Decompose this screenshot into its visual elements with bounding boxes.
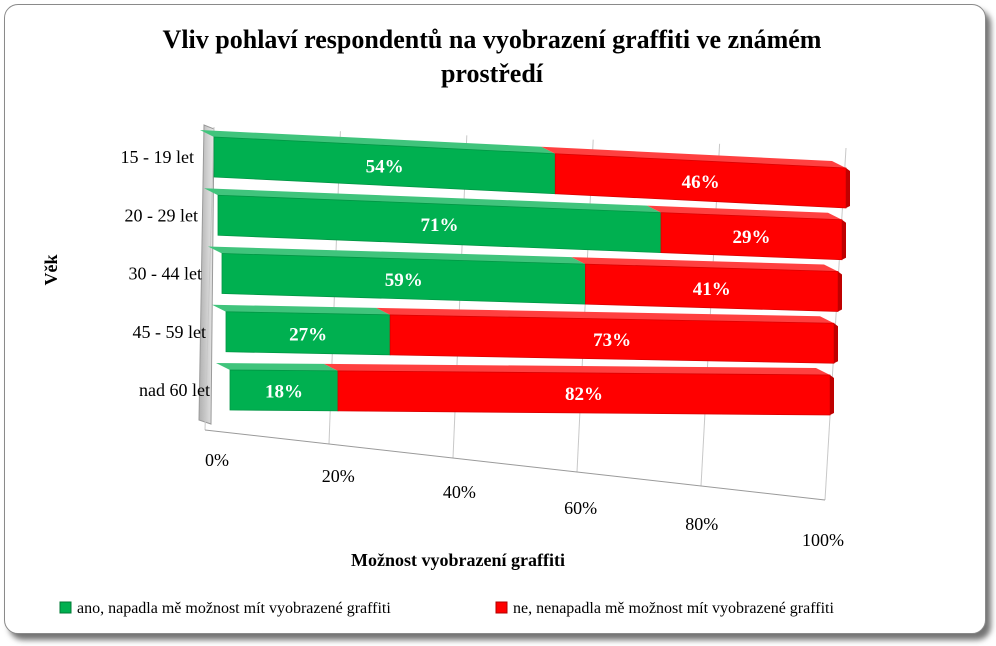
bar-top-face: [324, 363, 830, 375]
bar-ano-0: 54%: [200, 130, 556, 195]
legend: ano, napadla mě možnost mít vyobrazené g…: [59, 600, 834, 617]
bar-value-label: 71%: [421, 215, 459, 236]
x-tick-label: 0%: [205, 450, 229, 470]
bar-value-label: 82%: [565, 384, 603, 405]
bar-ano-2: 59%: [208, 246, 586, 305]
bar-value-label: 29%: [733, 227, 771, 248]
y-axis-title: Věk: [41, 255, 61, 286]
floor-plane: [205, 422, 825, 498]
bar-end-cap: [838, 271, 842, 312]
bar-ano-3: 27%: [212, 304, 391, 356]
chart-title-line1: Vliv pohlaví respondentů na vyobrazení g…: [163, 25, 822, 54]
bar-top-face: [571, 257, 838, 272]
bar-value-label: 41%: [693, 279, 731, 300]
bar-ne-0: 46%: [541, 146, 850, 209]
legend-label-ano: ano, napadla mě možnost mít vyobrazené g…: [77, 600, 391, 617]
bar-ne-3: 73%: [376, 307, 838, 364]
category-label: 20 - 29 let: [125, 205, 199, 225]
category-label: 15 - 19 let: [121, 147, 195, 167]
legend-swatch-ano: [59, 601, 72, 614]
chart-floor: [204, 422, 826, 501]
bar-end-cap: [834, 323, 838, 364]
bar-top-face: [647, 205, 842, 220]
bar-top-face: [376, 307, 834, 324]
chart-title-line2: prostředí: [441, 59, 544, 88]
bar-end-cap: [846, 168, 850, 208]
bar-end-cap: [842, 219, 846, 260]
bar-end-cap: [830, 375, 834, 415]
legend-label-ne: ne, nenapadla mě možnost mít vyobrazené …: [513, 600, 834, 617]
x-tick-labels: 0% 20% 40% 60% 80% 100%: [205, 450, 844, 550]
bar-ne-2: 41%: [571, 257, 842, 312]
category-labels: 15 - 19 let 20 - 29 let 30 - 44 let 45 - 59…: [121, 147, 211, 400]
x-tick-label: 80%: [685, 514, 718, 534]
bar-value-label: 54%: [366, 156, 404, 177]
back-wall-panel: [198, 124, 215, 425]
chart-back-wall: [198, 124, 215, 425]
bar-ano-4: 18%: [216, 363, 339, 412]
x-axis-title: Možnost vyobrazení graffiti: [351, 550, 565, 570]
bar-top-face: [204, 188, 662, 213]
bar-ne-1: 29%: [647, 205, 846, 261]
bar-top-face: [216, 363, 338, 371]
bar-value-label: 46%: [682, 172, 720, 193]
bar-top-face: [212, 304, 391, 315]
category-label: 45 - 59 let: [133, 322, 207, 342]
bar-value-label: 18%: [265, 381, 303, 402]
x-tick-label: 40%: [443, 482, 476, 502]
category-label: nad 60 let: [139, 380, 210, 400]
bar-top-face: [200, 130, 556, 154]
chart-bars: 54% 46% 71% 29% 59% 41% 27% 73% 18% 82%: [200, 130, 850, 416]
x-tick-label: 100%: [802, 530, 844, 550]
bar-top-face: [208, 246, 586, 265]
bar-ano-1: 71%: [204, 188, 662, 254]
bar-top-face: [541, 146, 846, 168]
gridline: [204, 126, 215, 431]
x-axis-line: [204, 429, 826, 501]
bar-value-label: 59%: [385, 270, 423, 291]
x-tick-label: 20%: [322, 466, 355, 486]
bar-value-label: 73%: [593, 330, 631, 351]
bar-ne-4: 82%: [324, 363, 834, 416]
bar-value-label: 27%: [289, 324, 327, 345]
category-label: 30 - 44 let: [129, 264, 203, 284]
legend-swatch-ne: [495, 601, 508, 614]
x-tick-label: 60%: [564, 498, 597, 518]
